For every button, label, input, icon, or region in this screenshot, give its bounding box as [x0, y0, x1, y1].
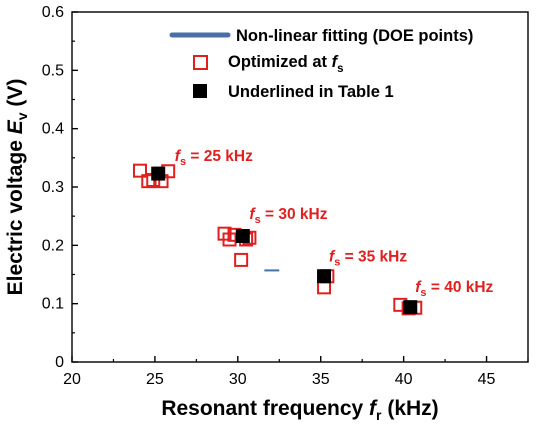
- axis-ticks: 20 25 30 35 40 45 0 0.1 0.2 0.3 0.4 0.5 0.6: [42, 4, 529, 388]
- annotations: fs = 25 kHz fs = 30 kHz fs = 35 kHz fs = 40…: [175, 148, 494, 299]
- annotation-fs-1: fs = 30 kHz: [249, 206, 327, 226]
- x-tick-label-3: 35: [312, 371, 330, 388]
- optimized-point-8: [234, 252, 249, 267]
- y-tick-label-6: 0.6: [42, 4, 64, 21]
- legend: Non-linear fitting (DOE points) Optimize…: [169, 27, 473, 101]
- y-tick-label-0: 0: [55, 354, 64, 371]
- annotation-fs-3: fs = 40 kHz: [415, 279, 493, 299]
- y-tick-label-1: 0.1: [42, 296, 64, 313]
- x-tick-label-2: 30: [229, 371, 247, 388]
- y-axis-title: Electric voltage Ev (V): [4, 79, 30, 296]
- legend-marker-optimized: [193, 55, 208, 70]
- data-series: [132, 163, 423, 316]
- y-tick-label-2: 0.2: [42, 237, 64, 254]
- annotation-fs-2: fs = 35 kHz: [329, 249, 407, 269]
- underlined-point-1: [235, 229, 250, 243]
- underlined-point-2: [317, 269, 332, 284]
- optimized-point-6: [222, 232, 237, 247]
- y-tick-label-5: 0.5: [42, 62, 64, 79]
- x-axis-title: Resonant frequency fr (kHz): [161, 397, 438, 423]
- legend-label-fitting: Non-linear fitting (DOE points): [236, 27, 473, 45]
- underlined-point-0: [151, 166, 166, 181]
- x-tick-label-0: 20: [63, 371, 81, 388]
- legend-label-optimized: Optimized at fs: [228, 53, 344, 75]
- optimized-point-1: [141, 174, 156, 189]
- legend-marker-underlined: [193, 84, 207, 98]
- y-tick-label-4: 0.4: [42, 121, 64, 138]
- x-tick-label-4: 40: [395, 371, 413, 388]
- optimized-point-0: [132, 163, 147, 178]
- annotation-fs-0: fs = 25 kHz: [175, 148, 253, 168]
- y-tick-label-3: 0.3: [42, 179, 64, 196]
- underlined-point-3: [403, 300, 418, 315]
- x-tick-label-1: 25: [146, 371, 164, 388]
- x-tick-label-5: 45: [478, 371, 496, 388]
- legend-label-underlined: Underlined in Table 1: [228, 83, 394, 101]
